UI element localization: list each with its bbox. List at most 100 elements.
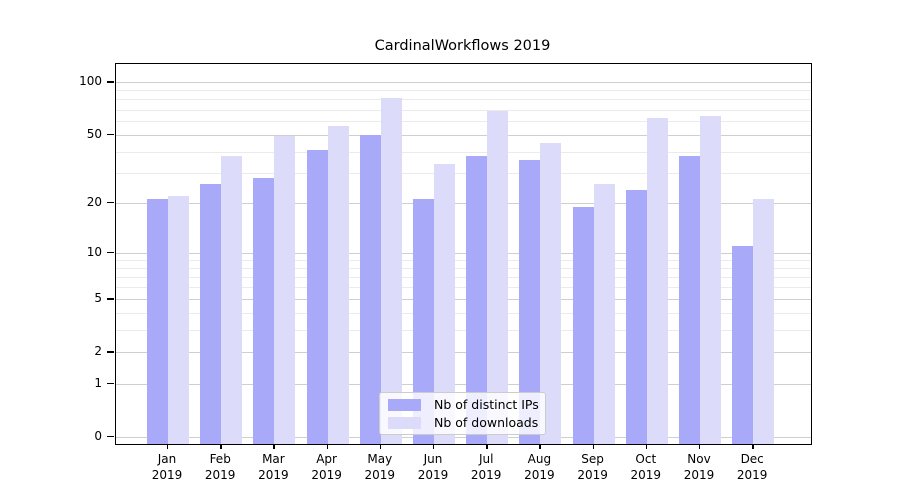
x-tick-month: Aug (527, 452, 552, 466)
x-tick-label: Mar 2019 (241, 451, 305, 483)
x-tick (273, 444, 275, 449)
y-tick-label: 0 (94, 428, 102, 443)
x-tick (326, 444, 328, 449)
x-tick-year: 2019 (311, 468, 342, 482)
y-tick-label: 1 (94, 375, 102, 390)
bar-distinct-ips (359, 134, 381, 444)
x-tick-month: Dec (740, 452, 764, 466)
y-tick (107, 435, 114, 438)
minor-gridline (116, 173, 811, 175)
y-tick (107, 133, 114, 136)
x-tick (645, 444, 648, 449)
bar-downloads (327, 126, 349, 444)
x-tick (433, 444, 435, 449)
legend-label-downloads: Nb of downloads (434, 415, 539, 430)
x-tick-year: 2019 (470, 468, 502, 482)
x-tick-year: 2019 (151, 468, 183, 482)
y-axis: 0 1 2 5 10 20 50 100 (0, 63, 114, 443)
x-tick (167, 444, 169, 449)
bar-distinct-ips (466, 155, 488, 444)
x-tick-month: Apr (316, 452, 337, 466)
bar-distinct-ips (253, 178, 275, 444)
x-tick-month: Jul (478, 452, 494, 466)
bar-distinct-ips (306, 149, 328, 444)
bar-distinct-ips (413, 199, 434, 444)
bar-downloads (700, 116, 721, 444)
bar-distinct-ips (625, 189, 647, 444)
minor-gridline (116, 313, 811, 315)
x-tick-label: Aug 2019 (507, 451, 571, 483)
x-tick-year: 2019 (258, 468, 289, 482)
x-tick-label: Jun 2019 (401, 451, 465, 483)
x-tick-year: 2019 (204, 468, 236, 482)
bar-distinct-ips (679, 155, 700, 444)
x-tick-month: Jan (157, 452, 177, 466)
legend: Nb of distinct IPs Nb of downloads (379, 392, 546, 435)
bar-downloads (434, 163, 455, 444)
legend-swatch-distinct-ips (388, 398, 421, 411)
major-gridline (116, 352, 811, 354)
x-tick-year: 2019 (364, 468, 396, 482)
x-tick-month: Mar (262, 452, 285, 466)
y-tick (107, 298, 114, 300)
legend-swatch-downloads (388, 416, 421, 429)
y-tick (107, 202, 114, 204)
x-tick-year: 2019 (524, 468, 555, 482)
x-tick (699, 444, 701, 449)
y-tick (107, 351, 114, 353)
y-tick (107, 382, 114, 384)
bar-downloads (221, 155, 243, 444)
bar-distinct-ips (147, 199, 168, 444)
minor-gridline (116, 287, 811, 289)
x-tick-month: Feb (209, 452, 231, 466)
bar-distinct-ips (732, 246, 754, 444)
x-tick (592, 444, 594, 449)
plot-area (115, 63, 812, 445)
minor-gridline (116, 109, 811, 111)
minor-gridline (116, 330, 811, 332)
x-tick-label: Jan 2019 (135, 451, 199, 483)
y-tick-label: 100 (79, 74, 102, 89)
bar-distinct-ips (519, 159, 541, 444)
y-tick-label: 2 (94, 344, 102, 359)
bar-downloads (168, 196, 189, 444)
bar-downloads (487, 110, 509, 444)
x-tick-label: May 2019 (348, 451, 412, 483)
y-tick-label: 5 (94, 291, 102, 306)
minor-gridline (116, 121, 811, 123)
x-tick-label: Oct 2019 (614, 451, 678, 483)
x-tick-label: Sep 2019 (561, 451, 625, 483)
minor-gridline (116, 99, 811, 101)
major-gridline (116, 436, 811, 438)
x-tick-label: Nov 2019 (667, 451, 731, 483)
chart-title: CardinalWorkflows 2019 (374, 38, 551, 54)
legend-item-distinct-ips: Nb of distinct IPs (388, 396, 545, 414)
minor-gridline (116, 277, 811, 279)
x-tick (220, 444, 222, 449)
minor-gridline (116, 90, 811, 92)
minor-gridline (116, 151, 811, 153)
x-tick-month: Nov (687, 452, 711, 466)
y-tick (107, 81, 114, 83)
minor-gridline (116, 268, 811, 270)
bar-downloads (380, 98, 402, 444)
x-tick (486, 444, 488, 449)
y-tick-label: 50 (86, 126, 102, 141)
x-tick-year: 2019 (736, 468, 768, 482)
x-tick-label: Feb 2019 (188, 451, 252, 483)
x-tick-year: 2019 (683, 468, 715, 482)
legend-label-distinct-ips: Nb of distinct IPs (434, 397, 539, 412)
y-tick-label: 20 (86, 195, 102, 209)
bar-downloads (274, 136, 296, 444)
x-tick-month: May (367, 452, 393, 466)
x-tick-month: Sep (581, 452, 604, 466)
minor-gridline (116, 260, 811, 261)
bar-downloads (540, 142, 562, 444)
x-tick-year: 2019 (417, 468, 449, 482)
x-tick-month: Oct (635, 452, 657, 466)
y-tick (107, 251, 114, 254)
major-gridline (116, 299, 811, 301)
legend-item-downloads: Nb of downloads (388, 414, 545, 432)
x-tick-label: Apr 2019 (295, 451, 359, 483)
